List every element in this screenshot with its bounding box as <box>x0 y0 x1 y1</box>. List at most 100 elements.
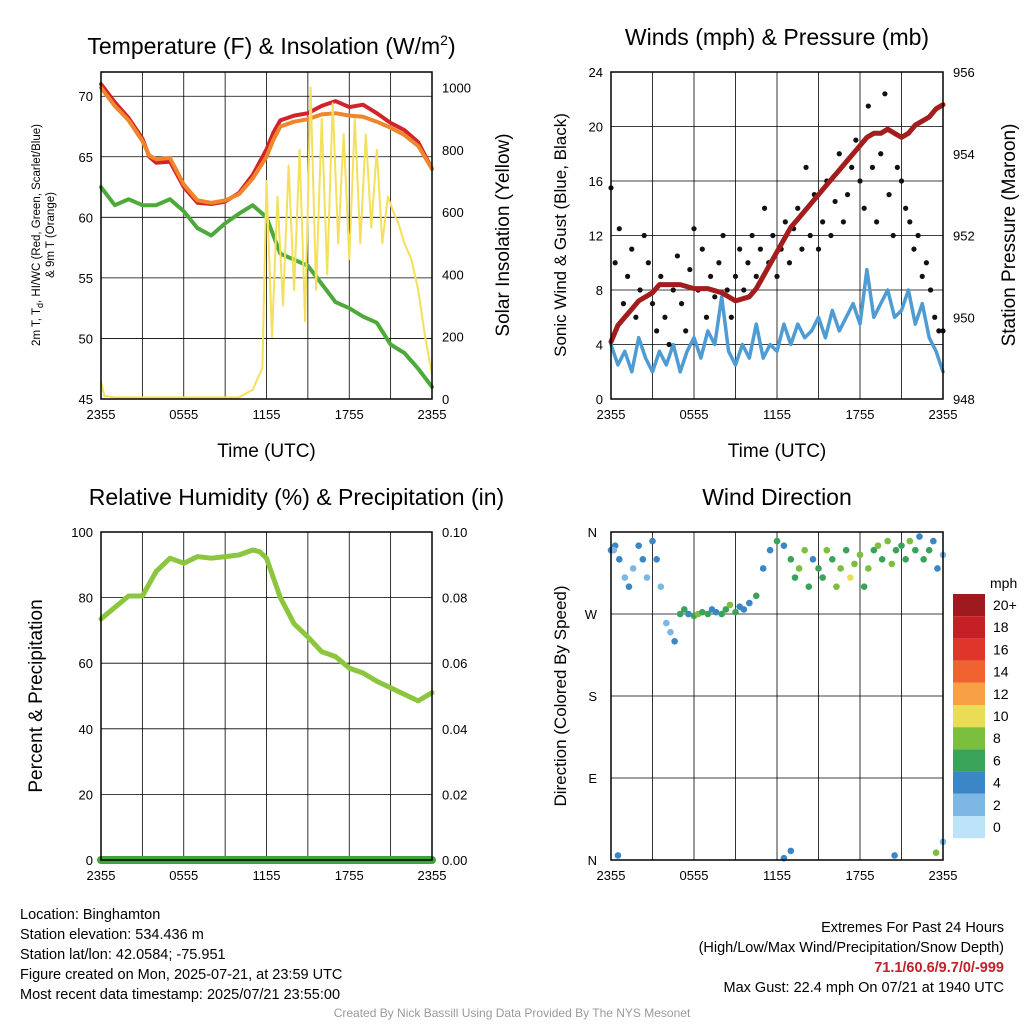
recent-data-timestamp: Most recent data timestamp: 2025/07/21 2… <box>20 987 341 1003</box>
winds-gust-point <box>774 273 780 279</box>
winds-y2-tick-label: 950 <box>953 310 975 325</box>
colorbar-label: 8 <box>993 730 1001 746</box>
winds-gust-point <box>840 219 847 225</box>
winds-gust-point <box>629 246 635 252</box>
humidity-series-line-0 <box>98 547 435 704</box>
direction-point <box>676 610 684 618</box>
winds-gust-point <box>666 341 672 348</box>
direction-point <box>629 565 637 572</box>
direction-y-tick-label: W <box>585 607 598 622</box>
direction-y-tick-label: E <box>588 771 597 786</box>
colorbar-label: 4 <box>993 775 1001 791</box>
winds-x-tick-label: 0555 <box>680 407 709 422</box>
direction-point <box>925 546 933 554</box>
colorbar-label: 10 <box>993 708 1009 724</box>
direction-point <box>891 852 898 859</box>
winds-ylabel-left: Sonic Wind & Gust (Blue, Black) <box>551 113 570 357</box>
direction-point <box>856 551 864 559</box>
direction-point <box>791 574 799 581</box>
winds-gust-point <box>645 260 651 266</box>
winds-x-tick-label: 2355 <box>929 407 958 422</box>
winds-gust-point <box>662 314 668 320</box>
temperature-y2-tick-label: 400 <box>442 267 464 282</box>
winds-x-tick-label: 1755 <box>846 407 875 422</box>
temperature-y2-tick-label: 600 <box>442 205 464 220</box>
direction-ylabel-left: Direction (Colored By Speed) <box>551 585 570 806</box>
winds-gust-point <box>708 273 714 279</box>
temperature-x-tick-label: 2355 <box>87 407 116 422</box>
temperature-x-tick-label: 2355 <box>418 407 447 422</box>
station-location: Location: Binghamton <box>20 907 161 923</box>
colorbar-swatch <box>953 705 985 728</box>
winds-gust-point <box>815 246 822 252</box>
winds-gust-point <box>923 260 930 266</box>
direction-point <box>912 546 919 554</box>
colorbar-swatch <box>953 816 985 839</box>
winds-gust-point <box>674 253 681 259</box>
colorbar-swatch <box>953 771 985 794</box>
winds-gust-point <box>795 205 801 211</box>
colorbar-label: 20+ <box>993 597 1017 613</box>
direction-point <box>801 546 808 554</box>
direction-point <box>681 606 688 613</box>
winds-gust-point <box>890 232 896 239</box>
temperature-y-tick-label: 70 <box>79 89 93 104</box>
winds-gust-point <box>654 328 660 334</box>
winds-gust-point <box>853 137 859 143</box>
direction-point <box>685 610 692 618</box>
winds-gust-point <box>878 151 884 157</box>
direction-point <box>766 546 774 554</box>
direction-y-tick-label: N <box>588 525 597 540</box>
direction-point <box>610 546 618 554</box>
direction-x-tick-label: 1155 <box>763 868 791 883</box>
direction-point <box>829 556 836 563</box>
winds-y-tick-label: 16 <box>589 174 603 189</box>
figure-created: Figure created on Mon, 2025-07-21, at 23… <box>20 967 343 983</box>
temperature-ylabel-right: Solar Insolation (Yellow) <box>493 133 514 336</box>
max-gust: Max Gust: 22.4 mph On 07/21 at 1940 UTC <box>723 980 1004 996</box>
winds-series-line-0 <box>609 267 945 374</box>
direction-point <box>773 537 781 545</box>
winds-gust-point <box>757 246 764 252</box>
extremes-subtitle: (High/Low/Max Wind/Precipitation/Snow De… <box>698 940 1004 956</box>
humidity-y-tick-label: 60 <box>79 656 93 671</box>
winds-y-tick-label: 8 <box>596 283 603 298</box>
extremes-values: 71.1/60.6/9.7/0/-999 <box>874 960 1004 976</box>
winds-gust-point <box>649 301 656 307</box>
colorbar-swatch <box>953 594 985 617</box>
winds-gust-point <box>820 219 826 225</box>
winds-gust-point <box>683 328 689 334</box>
direction-point <box>842 546 850 554</box>
winds-gust-point <box>737 246 743 252</box>
station-info: Location: Binghamton Station elevation: … <box>20 905 342 1005</box>
temperature-series-line-1 <box>99 85 434 205</box>
direction-point <box>752 592 760 600</box>
winds-gust-point <box>828 232 834 239</box>
winds-gust-point <box>807 232 813 239</box>
direction-x-tick-label: 0555 <box>680 868 709 883</box>
extremes-info: Extremes For Past 24 Hours (High/Low/Max… <box>699 918 1004 998</box>
winds-y-tick-label: 4 <box>596 338 603 353</box>
direction-x-tick-label: 2355 <box>929 868 958 883</box>
direction-point <box>643 574 651 581</box>
colorbar-swatch <box>953 727 985 750</box>
winds-gust-point <box>903 205 909 211</box>
winds-gust-point <box>753 273 759 279</box>
winds-gust-point <box>865 103 871 109</box>
colorbar-title: mph <box>990 575 1017 591</box>
winds-y-tick-label: 0 <box>596 392 603 407</box>
winds-ylabel-right: Station Pressure (Maroon) <box>999 124 1020 347</box>
winds-y-tick-label: 20 <box>589 120 603 135</box>
winds-xlabel: Time (UTC) <box>728 441 827 462</box>
humidity-ylabel-left: Percent & Precipitation <box>26 599 47 792</box>
winds-gust-point <box>770 232 776 239</box>
colorbar-label: 16 <box>993 641 1009 657</box>
winds-gust-point <box>799 246 805 252</box>
winds-gust-point <box>612 260 618 266</box>
direction-point <box>934 565 941 572</box>
humidity-y-tick-label: 0 <box>86 853 93 868</box>
colorbar-swatch <box>953 749 985 772</box>
temperature-y-tick-label: 50 <box>79 331 93 346</box>
direction-point <box>621 574 629 581</box>
humidity-y-tick-label: 40 <box>79 722 93 737</box>
